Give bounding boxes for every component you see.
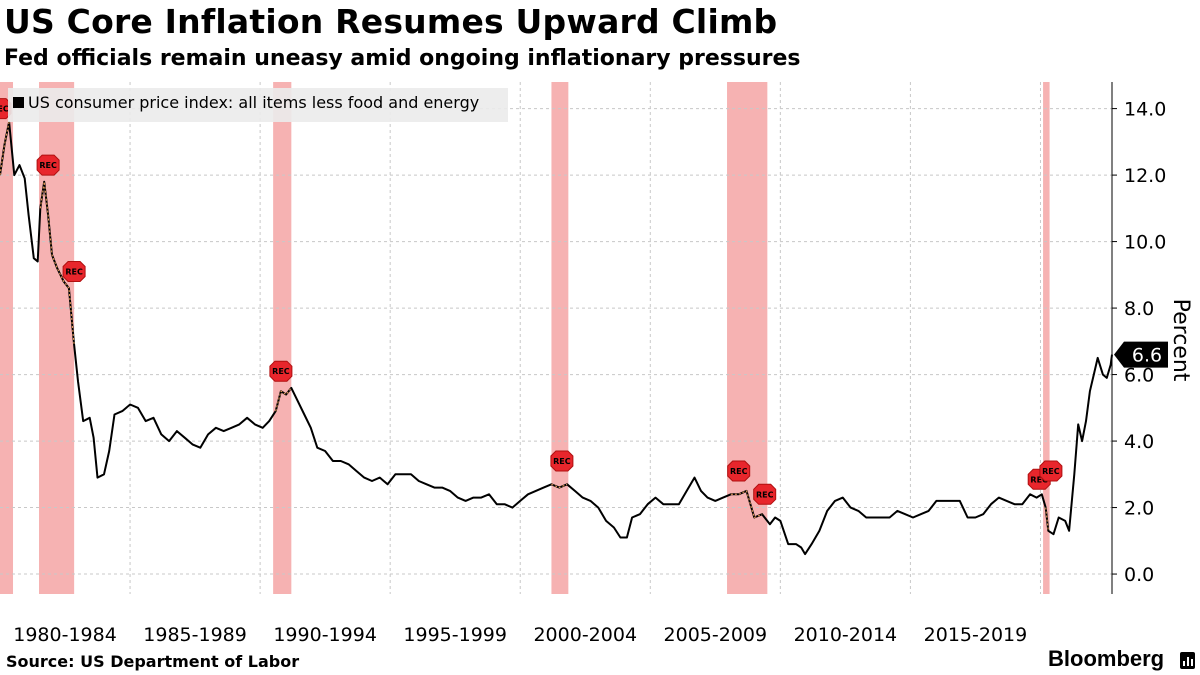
- y-tick-label: 6.0: [1124, 365, 1154, 387]
- y-tick-label: 14.0: [1124, 99, 1166, 121]
- x-tick-label: 2010-2014: [794, 624, 898, 646]
- x-tick-label: 1985-1989: [143, 624, 247, 646]
- brand-logo-text: Bloomberg: [1048, 646, 1165, 671]
- recession-marker-4: [550, 450, 574, 472]
- source-note: Source: US Department of Labor: [6, 652, 300, 671]
- last-value-badge: [1114, 341, 1168, 368]
- recession-marker-label: REC: [730, 467, 748, 476]
- legend-box: [8, 88, 508, 122]
- legend-label: US consumer price index: all items less …: [28, 93, 479, 112]
- recession-band-3: [551, 82, 569, 594]
- recession-marker-label: REC: [1030, 475, 1048, 484]
- recession-marker-5: [727, 460, 751, 482]
- legend-swatch: [13, 97, 24, 108]
- recession-marker-6: [753, 483, 777, 505]
- recession-line-accent-3: [551, 483, 568, 489]
- y-tick-label: 8.0: [1124, 298, 1154, 320]
- recession-marker-2: [62, 261, 86, 282]
- recession-band-2: [273, 82, 292, 594]
- y-tick-label: 10.0: [1124, 232, 1166, 254]
- y-tick-label: 4.0: [1124, 431, 1154, 453]
- recession-marker-label: REC: [39, 161, 57, 170]
- y-axis-label: Percent: [1168, 299, 1193, 382]
- recession-line-accent-4: [730, 490, 763, 519]
- y-tick-label: 2.0: [1124, 498, 1154, 520]
- recession-marker-label: REC: [1042, 467, 1060, 476]
- recession-marker-label: REC: [0, 105, 9, 114]
- x-tick-label: 1995-1999: [403, 624, 507, 646]
- x-tick-label: 2005-2009: [664, 624, 768, 646]
- chart-title: US Core Inflation Resumes Upward Climb: [4, 2, 778, 41]
- chart-subtitle: Fed officials remain uneasy amid ongoing…: [4, 46, 801, 71]
- x-tick-label: 2015-2019: [924, 624, 1028, 646]
- last-value-label: 6.6: [1132, 345, 1162, 367]
- bloomberg-logo-icon: [1180, 652, 1195, 669]
- recession-marker-3: [269, 360, 293, 382]
- x-tick-label: 1990-1994: [273, 624, 377, 646]
- recession-band-4: [727, 82, 768, 594]
- recession-marker-label: REC: [756, 490, 774, 499]
- recession-marker-1: [36, 154, 60, 176]
- recession-band-5: [1043, 82, 1050, 594]
- y-tick-label: 0.0: [1124, 564, 1154, 586]
- recession-marker-label: REC: [65, 268, 83, 277]
- x-tick-label: 2000-2004: [533, 624, 637, 646]
- recession-marker-label: REC: [272, 367, 290, 376]
- recession-band-0: [0, 82, 14, 594]
- x-tick-label: 1980-1984: [13, 624, 117, 646]
- recession-line-accent-1: [39, 181, 75, 345]
- recession-marker-label: REC: [553, 457, 571, 466]
- y-tick-label: 12.0: [1124, 165, 1166, 187]
- recession-marker-8: [1039, 460, 1063, 482]
